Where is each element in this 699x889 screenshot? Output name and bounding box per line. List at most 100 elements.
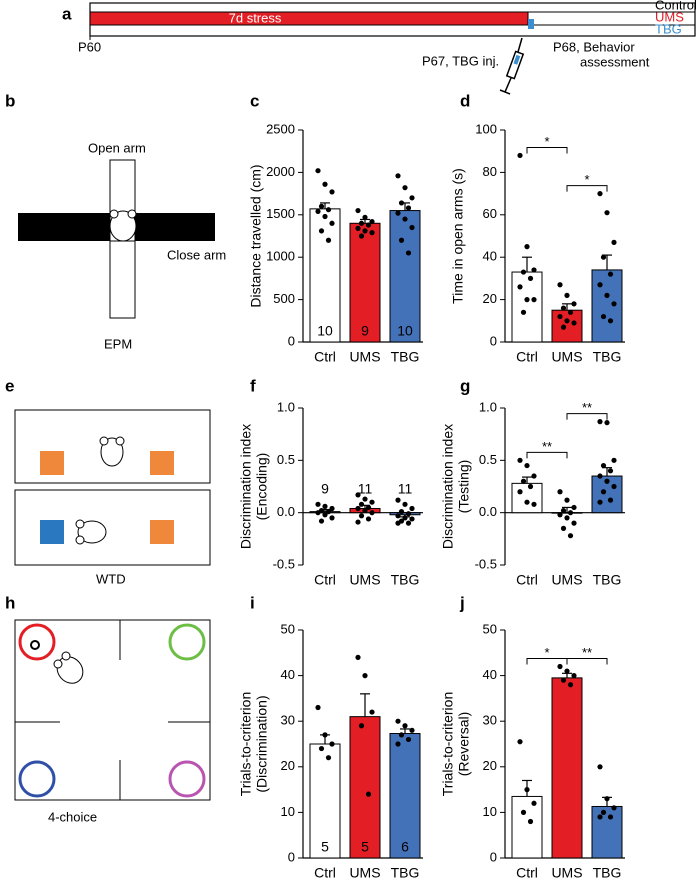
bar [591, 805, 623, 859]
data-point [597, 282, 603, 288]
data-point [531, 473, 537, 479]
panel-letter: i [250, 593, 255, 612]
y-tick-label: 0 [490, 849, 497, 864]
panel-letter: d [460, 91, 470, 110]
data-point [517, 489, 523, 495]
significance-label: * [544, 645, 549, 660]
data-point [409, 195, 415, 201]
data-point [557, 512, 563, 518]
y-tick-label: 2000 [266, 164, 295, 179]
data-point [362, 673, 368, 679]
y-axis-label: (Discrimination) [254, 695, 270, 792]
data-point [564, 497, 570, 503]
x-tick-label: UMS [551, 865, 582, 881]
arm-label: Open arm [88, 140, 146, 155]
data-point [520, 309, 527, 315]
data-point [325, 237, 332, 243]
data-point [358, 513, 365, 519]
data-point [611, 483, 617, 490]
y-tick-label: 20 [483, 291, 497, 306]
y-tick-label: 1.0 [479, 399, 497, 414]
significance-bracket [566, 657, 608, 665]
data-point [597, 764, 603, 770]
data-point [560, 677, 567, 683]
data-point [409, 516, 415, 522]
data-point [315, 510, 321, 516]
data-point [358, 723, 365, 729]
data-point [325, 755, 332, 761]
bar [511, 271, 543, 343]
data-point [358, 501, 365, 507]
caption: EPM [104, 336, 132, 351]
x-tick-label: TBG [391, 349, 420, 365]
y-tick-label: 20 [483, 758, 497, 773]
y-tick-label: 10 [281, 804, 295, 819]
panel-letter: b [5, 91, 15, 110]
panel-letter: g [460, 376, 470, 395]
x-tick-label: TBG [593, 572, 622, 588]
y-tick-label: -0.5 [273, 556, 295, 571]
data-point [322, 732, 328, 738]
data-point [560, 507, 567, 514]
stress-bar [89, 11, 529, 26]
data-point [564, 515, 570, 521]
panel-letter: e [5, 376, 14, 395]
data-point [395, 513, 401, 519]
data-point [564, 668, 570, 674]
bar [309, 743, 341, 859]
data-point [600, 809, 607, 816]
stress-label: 7d stress [229, 10, 282, 25]
data-point [560, 305, 567, 311]
choice-well [168, 760, 206, 798]
data-point [355, 225, 361, 231]
object [40, 451, 64, 475]
data-point [531, 800, 537, 806]
x-tick-label: TBG [593, 865, 622, 881]
y-tick-label: 500 [273, 291, 295, 306]
arm-label: Close arm [167, 247, 226, 262]
data-point [362, 507, 368, 514]
data-point [524, 787, 530, 793]
data-point [355, 505, 361, 512]
object [150, 451, 174, 475]
y-tick-label: -0.5 [475, 556, 497, 571]
x-tick-label: UMS [349, 572, 380, 588]
data-point [571, 320, 577, 326]
caption: 4-choice [48, 809, 97, 824]
data-point [611, 239, 617, 245]
y-tick-label: 0 [490, 333, 497, 348]
bar [389, 512, 421, 516]
x-tick-label: UMS [551, 349, 582, 365]
significance-label: * [584, 172, 589, 187]
data-point [409, 727, 415, 733]
data-point [395, 173, 401, 179]
x-tick-label: Ctrl [516, 572, 538, 588]
data-point [517, 152, 523, 159]
y-tick-label: 50 [281, 621, 295, 636]
n-label: 11 [358, 480, 373, 496]
data-point [597, 499, 603, 505]
data-point [395, 718, 401, 724]
data-point [607, 497, 614, 503]
y-tick-label: 1.0 [277, 399, 295, 414]
data-point [520, 809, 527, 816]
y-tick-label: 40 [483, 249, 497, 264]
data-point [355, 654, 361, 660]
data-point [315, 208, 321, 215]
data-point [607, 318, 614, 324]
data-point [398, 509, 405, 515]
data-point [524, 499, 530, 505]
data-point [318, 745, 325, 752]
group-label: UMS [655, 9, 684, 24]
n-label: 10 [397, 323, 413, 339]
y-axis-label: (Encoding) [254, 453, 270, 521]
data-point [567, 682, 574, 688]
bar [511, 795, 543, 859]
reward [30, 640, 40, 650]
data-point [315, 501, 321, 507]
data-point [405, 520, 412, 526]
mouse-icon [53, 651, 84, 684]
x-tick-label: UMS [349, 865, 380, 881]
y-tick-label: 30 [483, 713, 497, 728]
group-label: TBG [655, 21, 682, 36]
